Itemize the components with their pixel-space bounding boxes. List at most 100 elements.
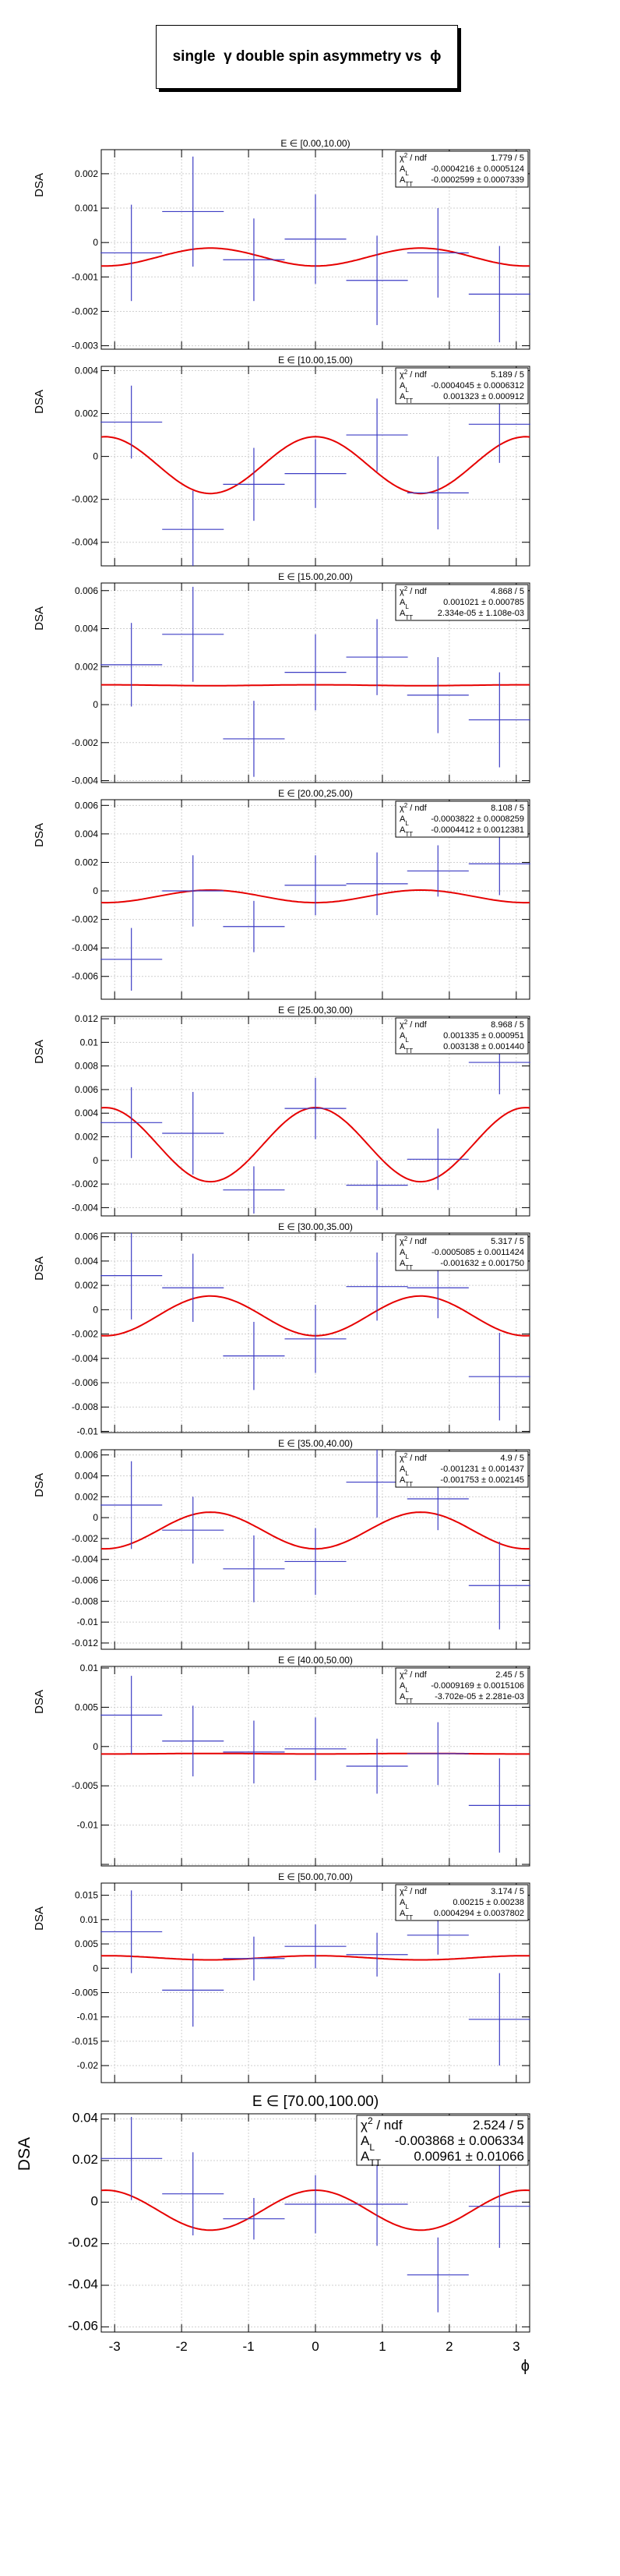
y-tick-label: 0.004 xyxy=(75,1256,98,1267)
y-tick-label: -0.004 xyxy=(72,1353,98,1364)
y-tick-label: -0.01 xyxy=(77,1617,99,1627)
y-tick-label: -0.002 xyxy=(72,1178,98,1189)
y-tick-label: -0.008 xyxy=(72,1595,98,1606)
stats-al-label: AL xyxy=(400,1031,409,1044)
plot-panel-7: -0.01 -0.005 0 0.005 0.01 DSA E ∈ [40.00,50.00… xyxy=(33,1655,530,1867)
stats-box xyxy=(356,2115,529,2166)
y-tick-label: 0 xyxy=(93,451,98,462)
y-tick-label: -0.008 xyxy=(72,1401,98,1412)
y-axis-label: DSA xyxy=(33,823,46,847)
stats-chi2-value: 1.779 / 5 xyxy=(491,154,524,163)
y-tick-label: 0.004 xyxy=(75,1108,98,1118)
y-tick-label: 0.006 xyxy=(75,800,98,811)
y-tick-label: 0.002 xyxy=(75,168,98,179)
stats-al-label: AL xyxy=(400,164,409,177)
stats-al-label: AL xyxy=(400,814,409,827)
stats-al-value: -0.001231 ± 0.001437 xyxy=(440,1465,524,1474)
stats-al-value: 0.001335 ± 0.000951 xyxy=(443,1031,524,1041)
stats-chi2-value: 2.45 / 5 xyxy=(495,1670,524,1680)
stats-att-label: ATT xyxy=(400,1259,413,1271)
stats-al-value: 0.00215 ± 0.00238 xyxy=(453,1898,524,1907)
stats-box xyxy=(395,1667,529,1705)
x-tick-label: 1 xyxy=(379,2339,386,2354)
plot-panel-1: -0.004 -0.002 0 0.002 0.004 DSA E ∈ [10.00,15.… xyxy=(33,355,530,567)
stats-box xyxy=(395,150,529,188)
y-tick-label: 0.002 xyxy=(75,661,98,672)
stats-att-label: ATT xyxy=(400,1692,413,1705)
stats-al-label: AL xyxy=(400,598,409,610)
y-tick-label: 0.008 xyxy=(75,1061,98,1072)
x-tick-label: -1 xyxy=(243,2339,255,2354)
y-tick-label: 0 xyxy=(93,885,98,896)
y-tick-label: 0.002 xyxy=(75,1280,98,1291)
title-prefix: single xyxy=(172,48,216,65)
stats-att-value: -0.001632 ± 0.001750 xyxy=(440,1259,524,1268)
plot-panel-3: -0.006 -0.004 -0.002 0 0.002 0.004 0.006 DSA E ∈… xyxy=(33,788,530,1000)
chart-title: single γ double spin asymmetry vs ϕ xyxy=(173,48,442,65)
y-tick-label: -0.02 xyxy=(77,2060,99,2071)
panel-title: E ∈ [30.00,35.00) xyxy=(278,1221,353,1232)
panel-title: E ∈ [20.00,25.00) xyxy=(278,788,353,799)
y-axis-label: DSA xyxy=(33,1256,46,1281)
y-tick-label: -0.012 xyxy=(72,1638,98,1648)
stats-att-value: 2.334e-05 ± 1.108e-03 xyxy=(438,609,524,618)
y-tick-label: -0.04 xyxy=(68,2277,98,2292)
y-axis-label: DSA xyxy=(33,1040,46,1064)
plot-panel-4: -0.004 -0.002 0 0.002 0.004 0.006 0.008 0.01 0.0… xyxy=(33,1005,530,1217)
y-tick-label: -0.002 xyxy=(72,306,98,316)
y-tick-label: -0.004 xyxy=(72,1202,98,1213)
y-tick-label: 0.01 xyxy=(80,1037,99,1048)
y-tick-label: -0.01 xyxy=(77,1426,99,1436)
y-tick-label: -0.006 xyxy=(72,971,98,982)
stats-al-value: -0.0009169 ± 0.0015106 xyxy=(431,1681,524,1691)
y-tick-label: -0.02 xyxy=(68,2235,98,2250)
stats-att-value: 0.001323 ± 0.000912 xyxy=(443,392,524,401)
y-tick-label: -0.01 xyxy=(77,1820,99,1831)
stats-att-label: ATT xyxy=(400,1909,413,1921)
fit-curve xyxy=(100,436,530,495)
stats-box xyxy=(395,584,529,621)
panel-title: E ∈ [15.00,20.00) xyxy=(278,571,353,582)
y-tick-label: 0.012 xyxy=(75,1013,98,1024)
stats-att-value: 0.0004294 ± 0.0037802 xyxy=(434,1909,524,1918)
stats-att-label: ATT xyxy=(400,392,413,405)
plot-panel-0: -0.003 -0.002 -0.001 0 0.001 0.002 DSA E ∈ [0.0… xyxy=(33,138,530,352)
y-tick-label: 0 xyxy=(93,1963,98,1974)
y-axis-label: DSA xyxy=(33,606,46,631)
stats-box xyxy=(395,1884,529,1921)
title-phi: ϕ xyxy=(430,48,442,65)
y-tick-label: -0.004 xyxy=(72,537,98,548)
x-axis-label: ϕ xyxy=(521,2358,530,2375)
y-tick-label: -0.005 xyxy=(72,1987,98,1998)
stats-chi2-value: 8.108 / 5 xyxy=(491,804,524,813)
panel-title: E ∈ [10.00,15.00) xyxy=(278,355,353,366)
y-tick-label: 0.006 xyxy=(75,1450,98,1461)
y-tick-label: -0.006 xyxy=(72,1575,98,1586)
stats-att-label: ATT xyxy=(361,2149,382,2168)
stats-box xyxy=(395,1017,529,1055)
x-tick-label: 2 xyxy=(446,2339,453,2354)
panel-title: E ∈ [25.00,30.00) xyxy=(278,1005,353,1016)
stats-chi2-label: χ2 / ndf xyxy=(400,369,428,380)
stats-att-value: 0.003138 ± 0.001440 xyxy=(443,1042,524,1051)
stats-chi2-label: χ2 / ndf xyxy=(400,802,428,814)
panel-title: E ∈ [40.00,50.00) xyxy=(278,1655,353,1666)
plot-panel-5: -0.01 -0.008 -0.006 -0.004 -0.002 0 0.002 0.004… xyxy=(33,1221,530,1436)
stats-chi2-value: 3.174 / 5 xyxy=(491,1887,524,1896)
y-tick-label: 0.002 xyxy=(75,1491,98,1502)
panel-title: E ∈ [0.00,10.00) xyxy=(280,138,350,149)
y-tick-label: 0 xyxy=(93,1304,98,1315)
y-tick-label: -0.015 xyxy=(72,2036,98,2047)
stats-att-value: -0.001753 ± 0.002145 xyxy=(440,1475,524,1485)
stats-chi2-label: χ2 / ndf xyxy=(400,1885,428,1897)
y-tick-label: -0.001 xyxy=(72,271,98,282)
stats-chi2-value: 5.189 / 5 xyxy=(491,370,524,380)
panel-title: E ∈ [35.00,40.00) xyxy=(278,1438,353,1449)
stats-chi2-label: χ2 / ndf xyxy=(400,1019,428,1030)
y-tick-label: -0.002 xyxy=(72,1329,98,1340)
y-tick-label: 0.01 xyxy=(80,1914,99,1925)
title-box: single γ double spin asymmetry vs ϕ xyxy=(156,25,458,89)
y-tick-label: 0.001 xyxy=(75,203,98,214)
stats-box xyxy=(395,1451,529,1488)
